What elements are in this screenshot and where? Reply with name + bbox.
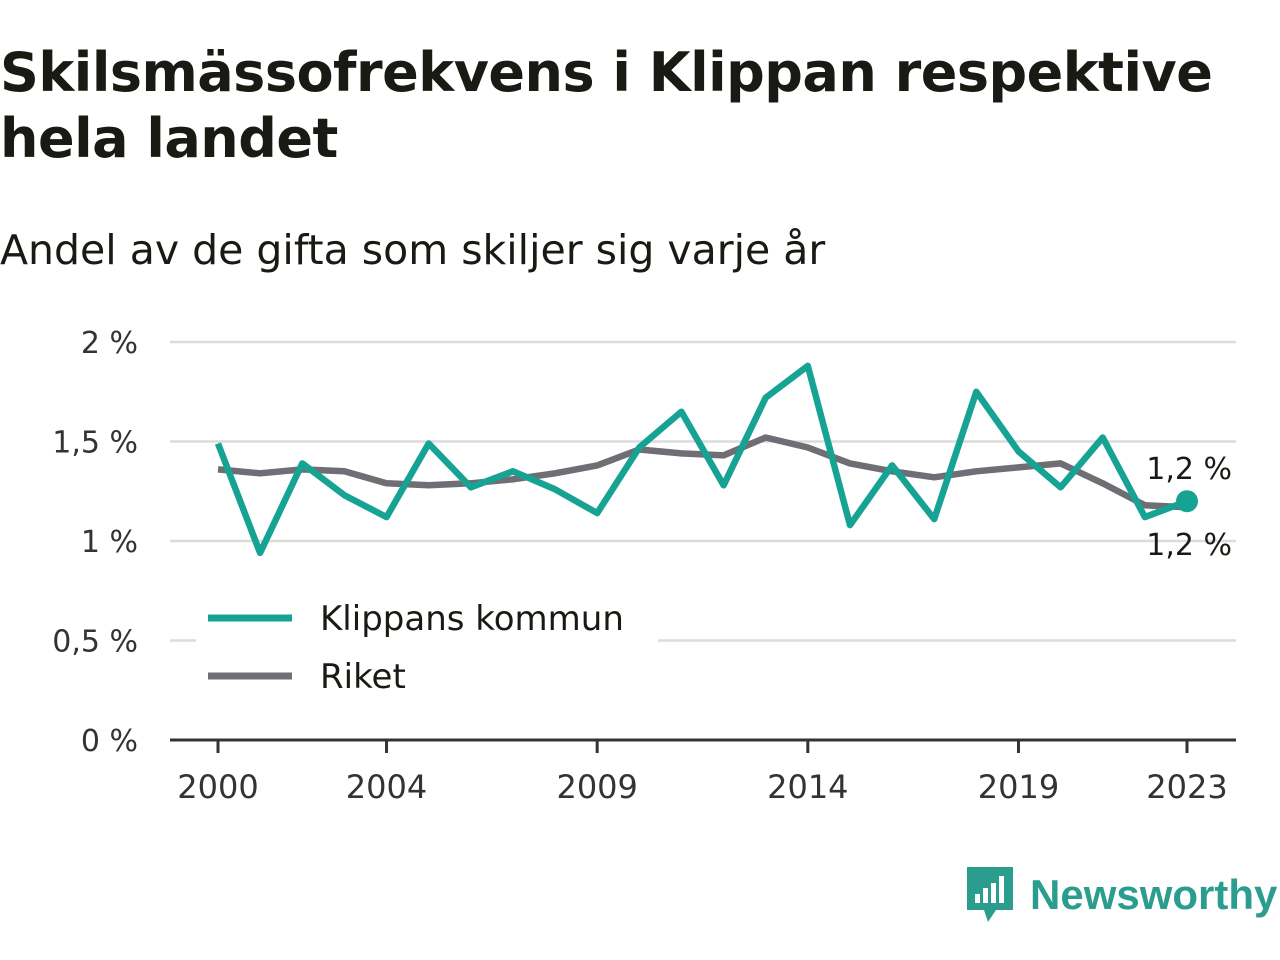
- y-tick-label: 0 %: [81, 724, 138, 759]
- end-labels: 1,2 % 1,2 %: [1146, 452, 1232, 563]
- brand-name: Newsworthy: [1030, 871, 1278, 918]
- series-end-label: 1,2 %: [1146, 452, 1232, 487]
- x-tick-label: 2009: [556, 768, 637, 806]
- x-tick-label: 2014: [767, 768, 848, 806]
- series-line: [214, 362, 1189, 557]
- x-axis: 2000 2004 2009 2014 2019 2023: [170, 738, 1236, 806]
- series-lines: [214, 362, 1198, 557]
- brand-logo: Newsworthy: [964, 860, 1277, 930]
- series-end-marker: [1176, 490, 1198, 513]
- legend-label: Klippans kommun: [320, 599, 624, 639]
- chart-title: Skilsmässofrekvens i Klippan respektive …: [0, 41, 1213, 170]
- legend-label: Riket: [320, 657, 406, 697]
- x-tick-label: 2019: [978, 768, 1059, 806]
- legend-background: [196, 592, 658, 704]
- bar-chart-speech-bubble-icon: [967, 867, 1013, 922]
- x-tick-label: 2004: [346, 768, 427, 806]
- y-tick-label: 0,5 %: [52, 625, 138, 660]
- x-tick-label: 2000: [177, 768, 258, 806]
- chart-subtitle: Andel av de gifta som skiljer sig varje …: [0, 226, 826, 274]
- y-tick-label: 2 %: [81, 326, 138, 361]
- legend: Klippans kommun Riket: [196, 592, 658, 704]
- y-tick-label: 1 %: [81, 525, 138, 560]
- x-tick-label: 2023: [1146, 768, 1227, 806]
- series-end-label: 1,2 %: [1146, 528, 1232, 563]
- y-tick-label: 1,5 %: [52, 426, 138, 461]
- y-axis-ticks: 0 % 0,5 % 1 % 1,5 % 2 %: [52, 326, 138, 759]
